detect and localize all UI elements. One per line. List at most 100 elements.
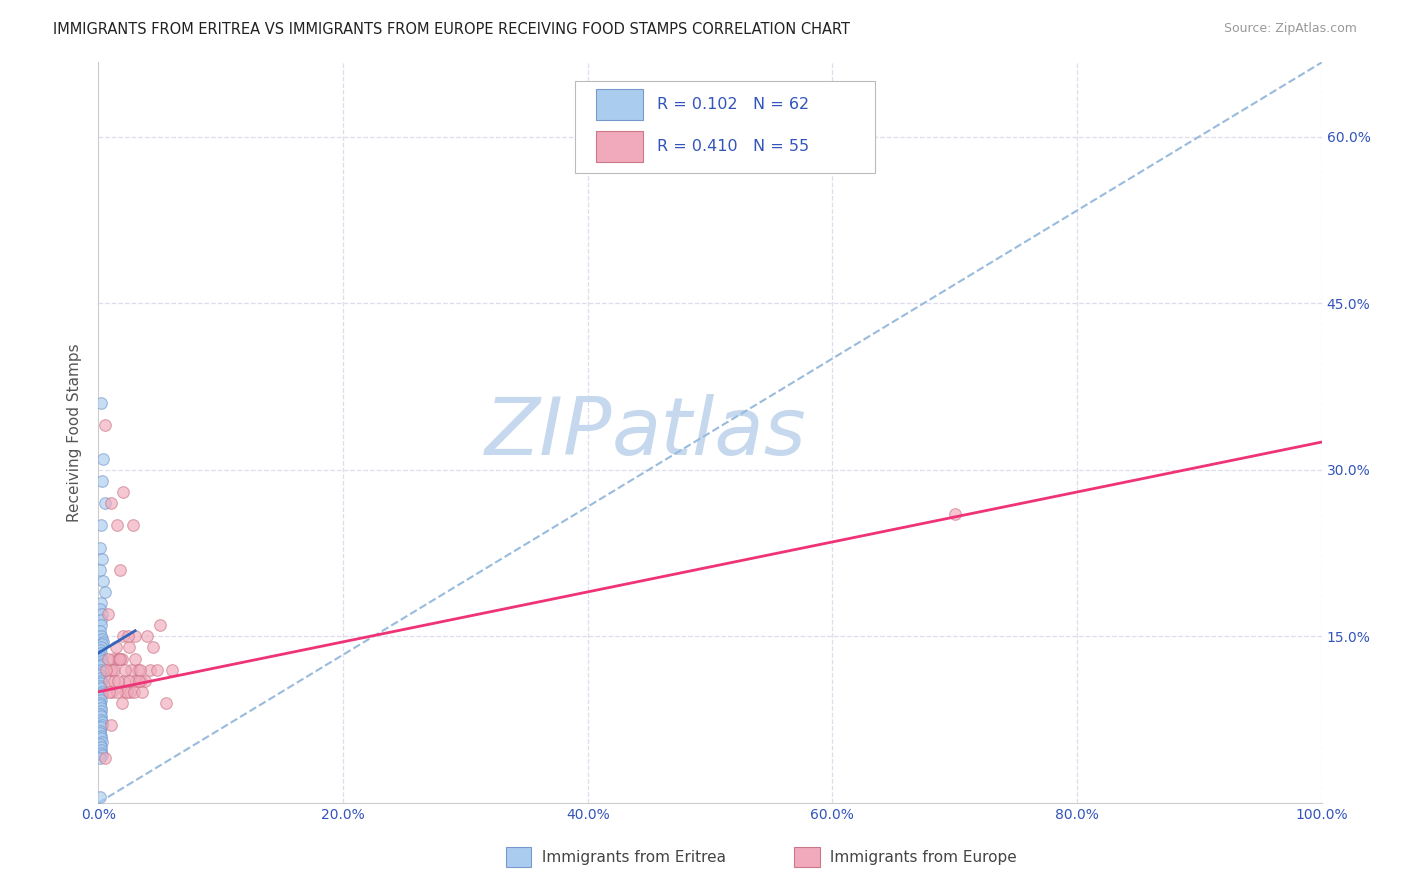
Point	[90, 663, 112, 677]
Point	[146, 663, 169, 677]
Point	[90, 672, 112, 686]
Point	[139, 663, 162, 677]
Point	[91, 607, 114, 621]
Point	[91, 714, 114, 729]
Point	[90, 640, 112, 655]
Point	[90, 746, 112, 760]
Point	[91, 735, 114, 749]
Point	[103, 663, 125, 677]
Point	[90, 676, 112, 690]
Point	[120, 685, 142, 699]
Point	[108, 651, 131, 665]
Point	[104, 640, 127, 655]
Point	[90, 709, 112, 723]
Point	[89, 563, 111, 577]
Point	[100, 496, 122, 510]
Point	[111, 651, 134, 665]
Point	[91, 474, 114, 488]
Point	[90, 681, 112, 696]
Point	[101, 651, 124, 665]
Point	[90, 618, 112, 632]
Point	[93, 751, 115, 765]
Text: ZIP: ZIP	[485, 393, 612, 472]
Point	[89, 790, 111, 805]
Point	[110, 651, 132, 665]
Point	[91, 687, 114, 701]
FancyBboxPatch shape	[575, 81, 875, 173]
Text: atlas: atlas	[612, 393, 807, 472]
Point	[89, 698, 111, 712]
Point	[129, 673, 152, 688]
Point	[107, 673, 129, 688]
Point	[90, 629, 112, 643]
Text: Source: ZipAtlas.com: Source: ZipAtlas.com	[1223, 22, 1357, 36]
Point	[90, 596, 112, 610]
Point	[114, 663, 136, 677]
Point	[90, 613, 112, 627]
Point	[111, 485, 134, 500]
Point	[103, 673, 125, 688]
Point	[118, 673, 141, 688]
Point	[105, 518, 128, 533]
Point	[89, 690, 111, 705]
Point	[90, 729, 112, 743]
Point	[90, 518, 112, 533]
Point	[105, 685, 128, 699]
Point	[89, 726, 111, 740]
Point	[91, 551, 114, 566]
Point	[125, 673, 148, 688]
Point	[89, 668, 111, 682]
Point	[89, 601, 111, 615]
Point	[91, 654, 114, 668]
Y-axis label: Receiving Food Stamps: Receiving Food Stamps	[67, 343, 83, 522]
Point	[142, 640, 165, 655]
Point	[91, 632, 114, 646]
Point	[90, 701, 112, 715]
Bar	[596, 88, 643, 120]
Point	[155, 696, 177, 710]
Point	[111, 629, 134, 643]
Point	[90, 396, 112, 410]
Point	[89, 679, 111, 693]
Point	[91, 685, 114, 699]
Point	[110, 563, 132, 577]
Point	[131, 685, 153, 699]
Point	[115, 685, 138, 699]
Point	[129, 663, 152, 677]
Point	[89, 541, 111, 555]
Point	[90, 740, 112, 755]
Point	[136, 629, 159, 643]
Point	[124, 629, 146, 643]
Point	[122, 685, 145, 699]
Point	[90, 651, 112, 665]
Point	[97, 651, 120, 665]
Text: IMMIGRANTS FROM ERITREA VS IMMIGRANTS FROM EUROPE RECEIVING FOOD STAMPS CORRELAT: IMMIGRANTS FROM ERITREA VS IMMIGRANTS FR…	[53, 22, 851, 37]
Point	[91, 657, 114, 671]
Point	[111, 696, 134, 710]
Point	[128, 673, 150, 688]
Point	[90, 713, 112, 727]
Point	[112, 673, 135, 688]
Text: Immigrants from Eritrea: Immigrants from Eritrea	[537, 850, 725, 864]
Point	[114, 685, 136, 699]
Point	[91, 574, 114, 588]
Point	[117, 629, 139, 643]
Text: R = 0.410   N = 55: R = 0.410 N = 55	[658, 139, 810, 154]
Point	[90, 692, 112, 706]
Point	[90, 731, 112, 746]
Point	[101, 685, 124, 699]
Point	[149, 618, 172, 632]
Point	[97, 607, 120, 621]
Point	[107, 651, 129, 665]
Point	[101, 663, 124, 677]
Point	[89, 751, 111, 765]
Point	[91, 747, 114, 762]
Point	[93, 496, 115, 510]
Point	[90, 720, 112, 734]
Point	[91, 637, 114, 651]
Point	[90, 704, 112, 718]
Point	[134, 673, 156, 688]
Point	[91, 451, 114, 466]
Point	[89, 723, 111, 738]
Point	[90, 646, 112, 660]
